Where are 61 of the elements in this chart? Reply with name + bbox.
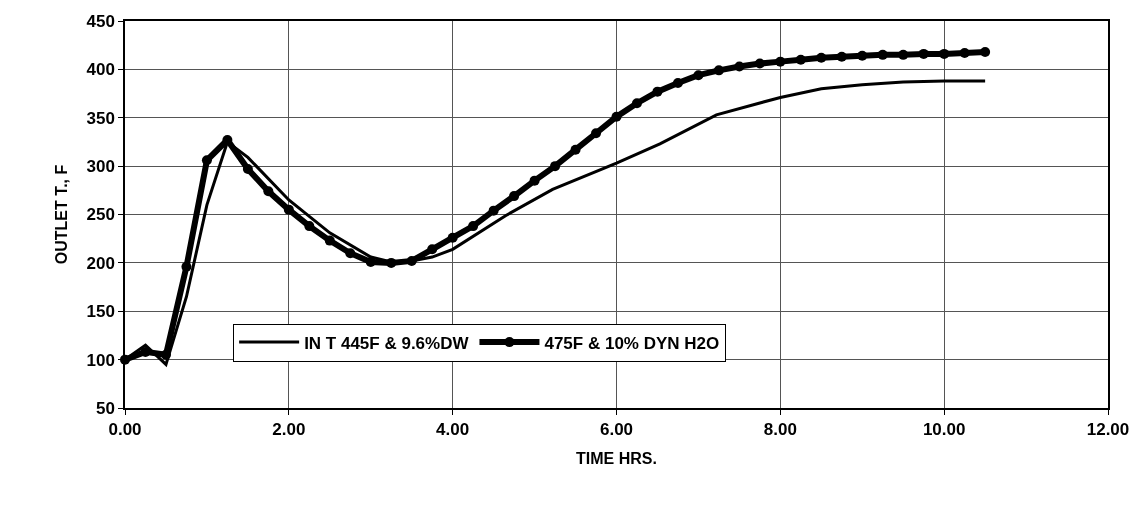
point (980, 46, 991, 57)
point (365, 256, 376, 267)
point (304, 221, 315, 232)
point (468, 221, 479, 232)
point (734, 61, 745, 72)
point (345, 248, 356, 259)
point (652, 86, 663, 97)
point (754, 58, 765, 69)
x-tick-label: 4.00 (436, 420, 470, 440)
y-tick-label: 200 (86, 253, 115, 273)
point (857, 50, 868, 61)
point (529, 175, 540, 186)
point (775, 56, 786, 67)
point (324, 235, 335, 246)
point (181, 261, 192, 272)
point (631, 98, 642, 109)
point (160, 349, 171, 360)
point (201, 155, 212, 166)
point (386, 257, 397, 268)
point (570, 144, 581, 155)
x-tick-label: 10.00 (922, 420, 966, 440)
point (550, 161, 561, 172)
point (263, 186, 274, 197)
point (406, 255, 417, 266)
x-tick-label: 2.00 (272, 420, 306, 440)
legend-label: IN T 445F & 9.6%DW (304, 333, 470, 353)
point (713, 65, 724, 76)
y-tick-label: 350 (86, 108, 115, 128)
y-tick-label: 100 (86, 350, 115, 370)
y-tick-label: 450 (86, 11, 115, 31)
y-tick-label: 50 (95, 398, 115, 418)
point (242, 164, 253, 175)
point (427, 244, 438, 255)
point (918, 48, 929, 59)
x-axis-title: TIME HRS. (576, 450, 657, 468)
y-axis-title: OUTLET T., F (52, 164, 70, 265)
y-tick-label: 150 (86, 302, 115, 322)
point (898, 49, 909, 60)
point (140, 346, 151, 357)
x-tick-label: 12.00 (1086, 420, 1130, 440)
x-tick-label: 8.00 (763, 420, 797, 440)
y-tick-label: 400 (86, 60, 115, 80)
y-tick-label: 300 (86, 157, 115, 177)
point (509, 191, 520, 202)
point (488, 205, 499, 216)
point (939, 48, 950, 59)
y-tick-label: 250 (86, 205, 115, 225)
x-tick-label: 0.00 (108, 420, 142, 440)
point (795, 54, 806, 65)
point (591, 128, 602, 139)
point (447, 232, 458, 243)
point (672, 77, 683, 88)
point (611, 111, 622, 122)
x-tick-label: 6.00 (599, 420, 634, 440)
point (959, 47, 970, 58)
point (283, 204, 294, 215)
legend-label: 475F & 10% DYN H2O (544, 333, 720, 353)
point (693, 70, 704, 81)
point (816, 52, 827, 63)
point (836, 51, 847, 62)
point (877, 49, 888, 60)
